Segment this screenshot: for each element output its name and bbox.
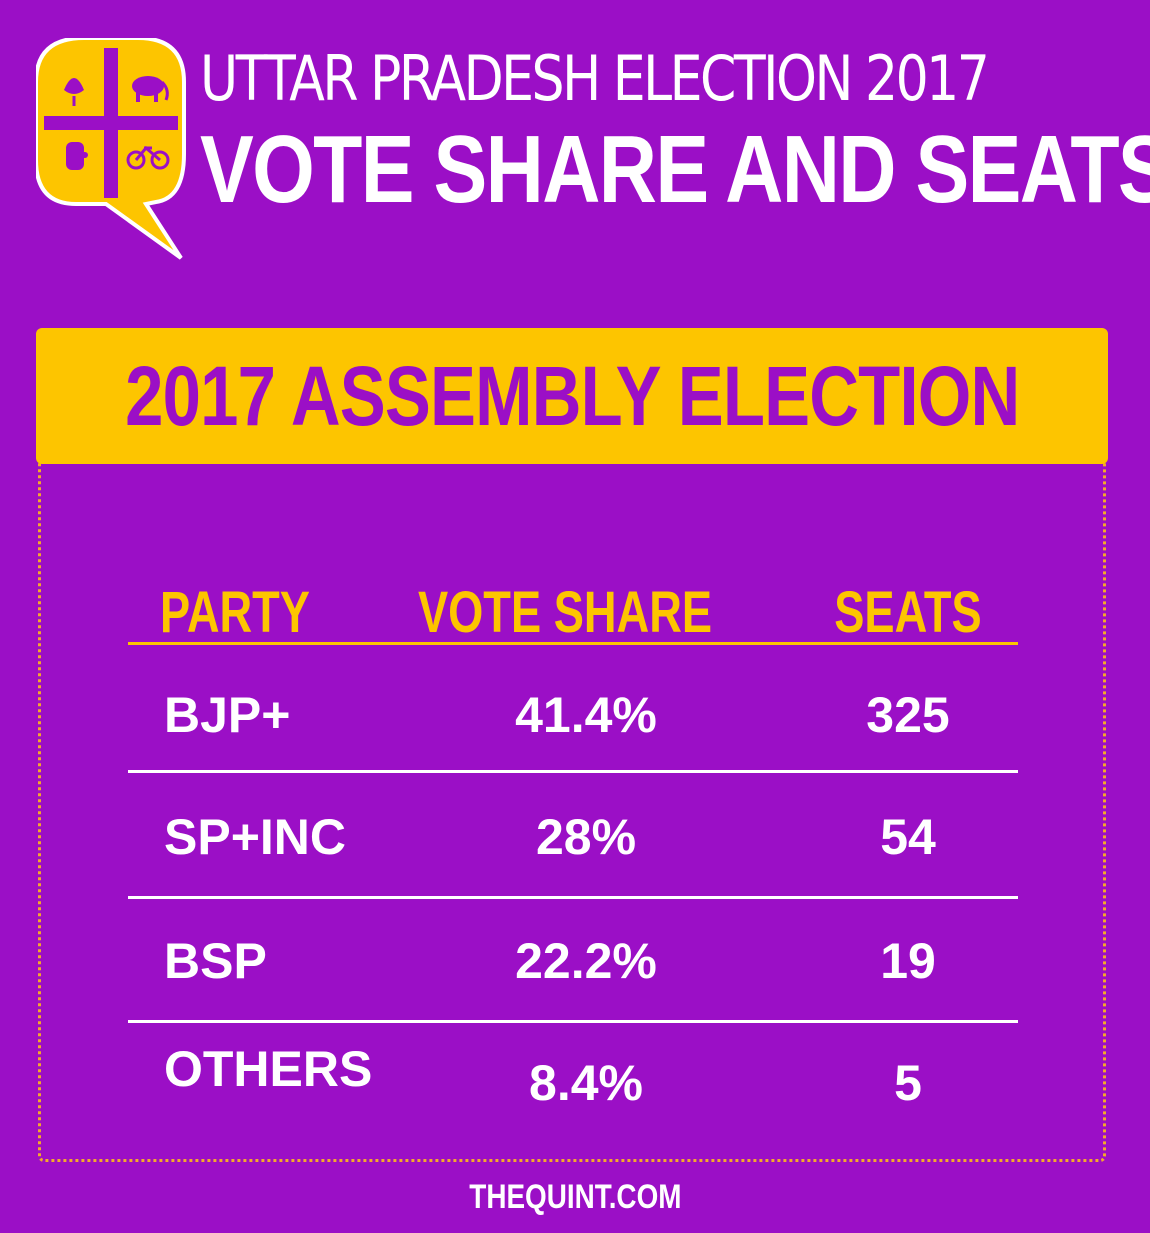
- results-panel: [38, 328, 1106, 1162]
- row-divider: [128, 770, 1018, 773]
- row-sp-inc-party: SP+INC: [164, 809, 347, 865]
- header-divider: [128, 642, 1018, 645]
- row-bsp-seats: 19: [880, 933, 936, 989]
- bicycle-icon: [126, 145, 170, 170]
- column-header-seats: SEATS: [834, 580, 982, 645]
- row-divider: [128, 896, 1018, 899]
- row-sp-inc-vote-share: 28%: [535, 809, 637, 865]
- source-footer: THEQUINT.COM: [0, 1180, 1150, 1214]
- hand-icon: [66, 142, 88, 170]
- header-title: UTTAR PRADESH ELECTION 2017: [200, 42, 990, 115]
- row-divider: [128, 1020, 1018, 1023]
- column-header-party: PARTY: [160, 580, 310, 645]
- header-subtitle: VOTE SHARE AND SEATS: [200, 116, 1150, 223]
- row-others-party: OTHERS: [164, 1041, 373, 1097]
- lotus-icon: [64, 78, 84, 106]
- row-others-seats: 5: [894, 1055, 922, 1111]
- row-bjp-vote-share: 41.4%: [515, 687, 657, 743]
- row-bsp-vote-share: 22.2%: [515, 933, 657, 989]
- row-bjp-seats: 325: [866, 687, 950, 743]
- row-sp-inc-seats: 54: [880, 809, 936, 865]
- column-header-vote-share: VOTE SHARE: [417, 580, 713, 645]
- election-logo: [34, 36, 186, 260]
- source-site: THEQUINT.COM: [468, 1178, 682, 1216]
- row-others-vote-share: 8.4%: [529, 1055, 643, 1111]
- elephant-icon: [132, 76, 169, 102]
- row-bsp-party: BSP: [164, 933, 267, 989]
- section-title: 2017 ASSEMBLY ELECTION: [124, 348, 1020, 443]
- section-banner: 2017 ASSEMBLY ELECTION: [36, 328, 1108, 464]
- row-bjp-party: BJP+: [164, 687, 291, 743]
